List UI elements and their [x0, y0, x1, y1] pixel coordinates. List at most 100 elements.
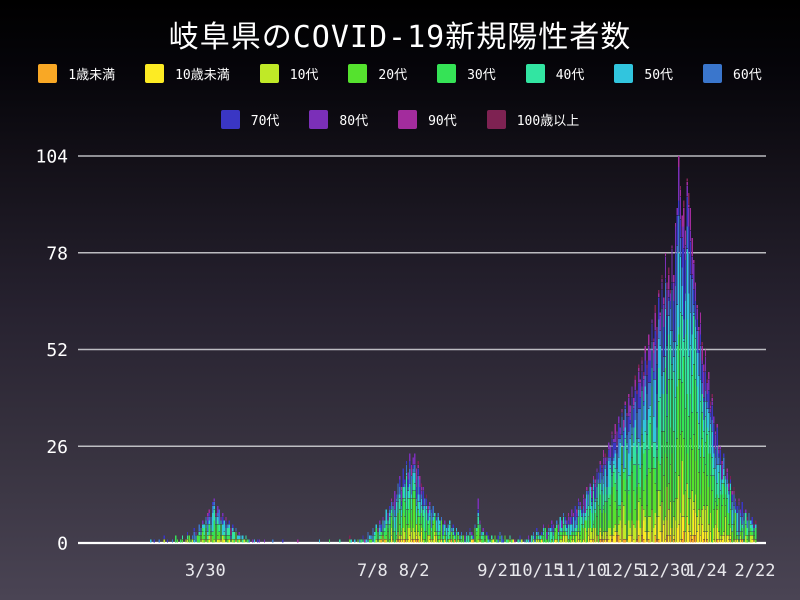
x-tick-label-8-2: 8/2 [399, 561, 430, 581]
bar-day-51 [235, 528, 237, 543]
bar-day-162 [420, 483, 423, 543]
bar-day-306 [661, 275, 663, 543]
bar-day-195 [475, 528, 478, 543]
legend-swatch-icon [220, 110, 240, 129]
bar-day-362 [754, 520, 757, 543]
y-tick-label-78: 78 [46, 243, 68, 264]
bar-day-332 [704, 349, 707, 543]
bar-day-252 [571, 509, 573, 543]
bar-day-210 [501, 535, 503, 543]
bar-day-13 [171, 539, 174, 543]
bar-day-258 [581, 505, 583, 543]
bar-day-239 [549, 528, 551, 543]
bar-day-357 [746, 516, 748, 543]
bar-day-197 [479, 520, 481, 543]
bar-day-185 [459, 535, 461, 543]
bar-day-101 [318, 539, 321, 543]
bar-day-200 [484, 535, 486, 543]
bar-day-280 [617, 416, 620, 543]
bar-day-196 [477, 498, 479, 543]
bar-day-344 [724, 476, 727, 543]
legend-label: 80代 [339, 114, 369, 129]
bar-day-186 [460, 531, 463, 543]
bar-day-336 [711, 394, 713, 543]
bar-day-214 [507, 539, 510, 543]
bar-day-35 [208, 509, 210, 543]
bar-day-198 [480, 531, 483, 543]
bar-day-231 [536, 528, 538, 543]
bar-day-181 [452, 524, 454, 543]
bar-day-153 [405, 461, 408, 543]
chart-title: 岐阜県のCOVID-19新規陽性者数 [168, 20, 632, 55]
bar-day-351 [736, 505, 738, 543]
bar-day-191 [469, 528, 471, 543]
bar-day-57 [245, 535, 247, 543]
bar-day-58 [247, 539, 249, 543]
legend-swatch-icon [398, 110, 418, 129]
bar-day-285 [626, 412, 628, 543]
bar-day-222 [521, 539, 523, 543]
bar-day-354 [741, 502, 743, 543]
bar-day-353 [739, 509, 742, 543]
bar-day-288 [631, 386, 633, 543]
bar-day-27 [195, 531, 197, 543]
bar-day-329 [699, 312, 702, 543]
bar-day-215 [509, 535, 511, 543]
bar-day-269 [599, 461, 601, 543]
bar-day-139 [382, 516, 384, 543]
x-tick-label-7-8: 7/8 [357, 561, 388, 581]
bar-day-0 [150, 539, 152, 543]
bar-day-272 [604, 453, 606, 543]
bar-day-170 [434, 513, 436, 543]
bar-day-208 [497, 535, 499, 543]
y-tick-label-52: 52 [46, 340, 68, 361]
bar-day-44 [223, 520, 225, 543]
bar-day-65 [258, 539, 261, 543]
bar-day-158 [414, 453, 416, 543]
bar-day-137 [379, 520, 381, 543]
bar-day-147 [395, 494, 398, 543]
bar-day-325 [693, 260, 695, 543]
bar-day-155 [409, 453, 411, 543]
bar-day-37 [211, 502, 214, 543]
legend-item-7: 60代 [703, 64, 762, 83]
bar-day-244 [557, 524, 560, 543]
bar-day-15 [175, 535, 177, 543]
bar-day-178 [447, 524, 449, 543]
bar-day-314 [674, 222, 677, 543]
bar-day-300 [651, 319, 653, 543]
bar-day-48 [230, 528, 232, 543]
bar-day-313 [673, 275, 675, 543]
bar-day-62 [253, 539, 256, 543]
bar-day-164 [424, 498, 426, 543]
bar-day-38 [213, 498, 215, 543]
bar-day-138 [380, 524, 383, 543]
bar-day-254 [574, 505, 576, 543]
bar-day-255 [576, 509, 578, 543]
legend-label: 90代 [428, 114, 457, 129]
bar-day-323 [689, 208, 692, 543]
bar-day-152 [404, 479, 406, 543]
bar-day-286 [628, 394, 630, 543]
x-tick-label-3-30: 3/30 [185, 561, 226, 581]
bar-day-324 [691, 237, 693, 543]
bar-day-183 [455, 528, 458, 543]
bar-day-241 [552, 524, 555, 543]
bar-day-358 [748, 513, 750, 543]
bar-day-41 [218, 509, 220, 543]
legend-swatch-icon [309, 110, 329, 129]
bar-day-124 [357, 539, 359, 543]
bar-day-209 [499, 531, 501, 543]
bar-day-275 [609, 446, 611, 543]
stacked-bars [150, 156, 757, 543]
bar-day-25 [191, 535, 194, 543]
bar-day-107 [328, 539, 331, 543]
legend-label: 10歳未満 [175, 68, 230, 83]
bar-day-180 [450, 528, 453, 543]
bar-day-247 [562, 513, 565, 543]
bar-day-168 [430, 509, 433, 543]
bar-day-143 [389, 505, 391, 543]
bar-day-277 [612, 438, 615, 543]
